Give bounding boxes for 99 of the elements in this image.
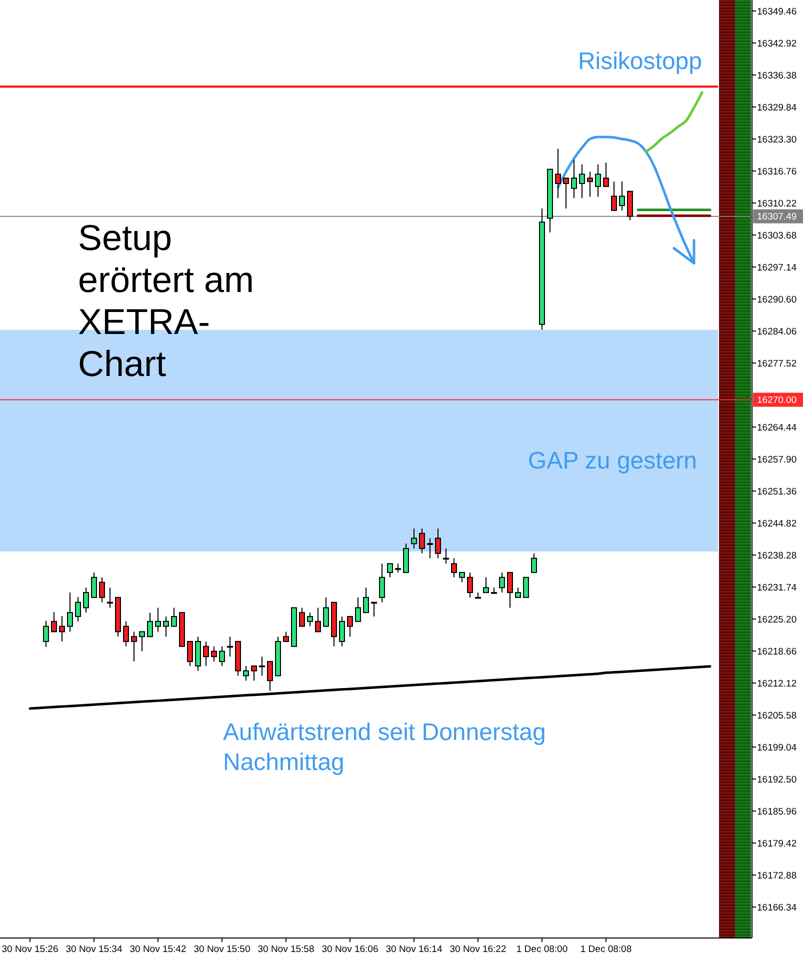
candlestick — [211, 646, 217, 662]
candlestick — [483, 576, 489, 594]
y-tick-label: 16185.96 — [757, 806, 797, 818]
candlestick — [59, 616, 65, 642]
y-tick-label: 16310.22 — [757, 198, 797, 210]
candlestick — [123, 620, 129, 647]
x-tick-label: 30 Nov 16:06 — [322, 944, 378, 955]
y-tick-label: 16257.90 — [757, 454, 797, 466]
candlestick — [67, 592, 73, 632]
candlestick — [243, 665, 249, 682]
candlestick — [91, 572, 97, 598]
candlestick — [523, 576, 529, 598]
y-tick-label: 16244.82 — [757, 518, 797, 530]
candlestick — [299, 607, 305, 627]
annotation: Aufwärtstrend seit Donnerstag Nachmittag — [223, 719, 546, 776]
candlestick — [227, 636, 233, 658]
y-tick-label: 16303.68 — [757, 230, 797, 242]
candlestick — [507, 572, 513, 608]
y-tick-label: 16284.06 — [757, 326, 797, 338]
x-tick-label: 30 Nov 15:34 — [66, 944, 122, 955]
candlestick — [187, 640, 193, 666]
candlestick — [251, 665, 257, 682]
x-tick-label: 30 Nov 15:26 — [2, 944, 58, 955]
x-tick-label: 1 Dec 08:08 — [580, 944, 632, 955]
candlestick — [355, 596, 361, 622]
candlestick — [475, 592, 481, 599]
y-tick-label: 16199.04 — [757, 742, 797, 754]
line-series — [28, 665, 712, 710]
x-tick-label: 30 Nov 15:58 — [258, 944, 314, 955]
candlestick — [451, 558, 457, 578]
candlestick — [379, 563, 385, 603]
y-tick-label: 16323.30 — [757, 134, 797, 146]
candlestick — [307, 612, 313, 627]
y-tick-label: 16212.12 — [757, 678, 797, 690]
candlestick — [347, 616, 353, 638]
y-tick-label: 16297.14 — [757, 262, 797, 274]
ref-line-label: 16270.00 — [757, 395, 797, 406]
y-tick-label: 16205.58 — [757, 710, 797, 722]
y-tick-label: 16277.52 — [757, 358, 797, 370]
candlestick — [427, 538, 433, 559]
candlestick — [51, 612, 57, 632]
candlestick — [363, 587, 369, 614]
y-tick-label: 16179.42 — [757, 838, 797, 850]
candlestick — [443, 548, 449, 564]
candlestick — [315, 607, 321, 632]
y-tick-label: 16264.44 — [757, 422, 797, 434]
x-tick-label: 30 Nov 15:50 — [194, 944, 250, 955]
candlestick — [155, 607, 161, 632]
candlestick — [339, 616, 345, 647]
candlestick — [371, 602, 377, 618]
candlestick — [499, 572, 505, 594]
x-tick-label: 30 Nov 15:42 — [130, 944, 186, 955]
candlestick — [107, 587, 113, 608]
candlestick — [403, 543, 409, 573]
candlestick — [459, 572, 465, 583]
y-tick-label: 16349.46 — [757, 6, 797, 18]
candlestick — [283, 631, 289, 642]
candlestick — [163, 616, 169, 638]
x-tick-label: 30 Nov 16:14 — [386, 944, 442, 955]
y-tick-label: 16166.34 — [757, 902, 797, 914]
candlestick — [259, 656, 265, 676]
candlestick — [139, 631, 145, 652]
candlestick — [387, 563, 393, 578]
x-tick-label: 1 Dec 08:00 — [516, 944, 568, 955]
y-tick-label: 16231.74 — [757, 582, 797, 594]
y-tick-label: 16225.20 — [757, 614, 797, 626]
y-tick-label: 16336.38 — [757, 70, 797, 82]
y-tick-label: 16192.50 — [757, 774, 797, 786]
candlestick — [531, 552, 537, 573]
candlestick — [203, 640, 209, 666]
y-tick-label: 16172.88 — [757, 870, 797, 882]
y-tick-label: 16218.66 — [757, 646, 797, 658]
line-series — [644, 91, 704, 153]
candlestick — [491, 587, 497, 594]
candlestick — [419, 528, 425, 554]
candlestick — [411, 528, 417, 550]
candlestick — [131, 631, 137, 662]
annotation: Setup erörtert am XETRA-Chart — [78, 217, 254, 384]
annotation: Risikostopp — [578, 48, 702, 75]
y-tick-label: 16238.28 — [757, 550, 797, 562]
band-label: GAP zu gestern — [528, 448, 697, 475]
candlestick — [435, 528, 441, 559]
ref-line-label: 16307.49 — [757, 212, 797, 223]
candlestick — [147, 612, 153, 638]
candlestick — [83, 587, 89, 614]
candlestick — [515, 587, 521, 598]
y-tick-label: 16290.60 — [757, 294, 797, 306]
candlestick — [467, 572, 473, 598]
candlestick — [75, 596, 81, 622]
y-tick-label: 16342.92 — [757, 38, 797, 50]
y-tick-label: 16251.36 — [757, 486, 797, 498]
y-tick-label: 16329.84 — [757, 102, 797, 114]
candlestick — [99, 576, 105, 603]
candlestick — [171, 607, 177, 627]
x-tick-label: 30 Nov 16:22 — [450, 944, 506, 955]
candlestick — [323, 596, 329, 627]
candlestick — [43, 620, 49, 648]
y-tick-label: 16316.76 — [757, 166, 797, 178]
candlestick — [219, 646, 225, 666]
